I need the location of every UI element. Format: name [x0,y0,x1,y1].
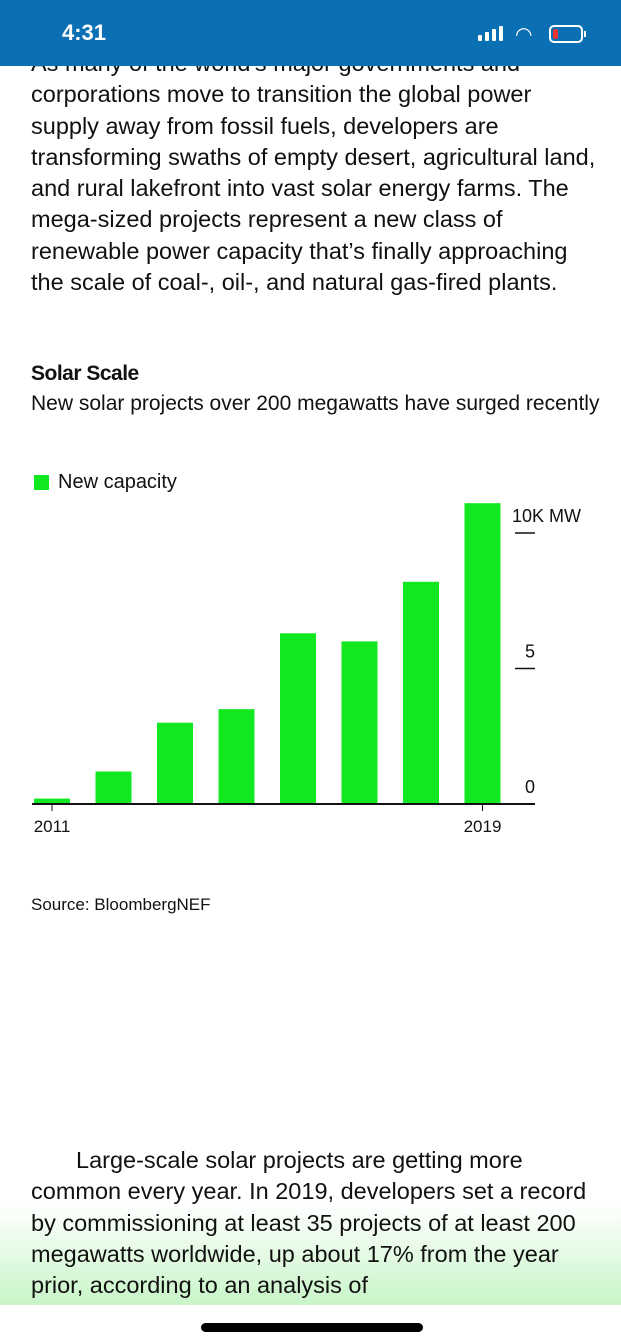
home-indicator[interactable] [201,1323,423,1332]
status-bar: 4:31 ◠ [0,0,621,66]
bar [34,798,70,804]
legend-swatch [34,475,49,490]
bar [464,503,501,804]
y-tick-label: 10K MW [512,506,581,526]
bar [95,771,132,804]
bar [218,709,255,804]
chart-legend: New capacity [34,471,177,494]
x-tick-label: 2019 [464,817,502,836]
bar [157,722,193,804]
signal-icon [478,26,503,41]
article-paragraph: As many of the world's major governments… [31,50,596,296]
legend-label: New capacity [58,471,177,493]
y-tick-label: 0 [525,777,535,797]
wifi-icon: ◠ [515,24,533,46]
bar [280,633,316,804]
article-paragraph: Large-scale solar projects are getting m… [31,1147,587,1299]
status-time: 4:31 [62,20,107,45]
bar [341,641,378,804]
y-tick-label: 5 [525,642,535,662]
x-tick-label: 2011 [34,817,71,836]
bar-chart: 2011 2019 0 5 10K MW [32,503,581,836]
chart-title: Solar Scale [31,362,139,385]
chart-subtitle: New solar projects over 200 megawatts ha… [31,392,600,415]
battery-icon [549,25,586,43]
bar [403,581,439,804]
chart-source: Source: BloombergNEF [31,895,211,914]
